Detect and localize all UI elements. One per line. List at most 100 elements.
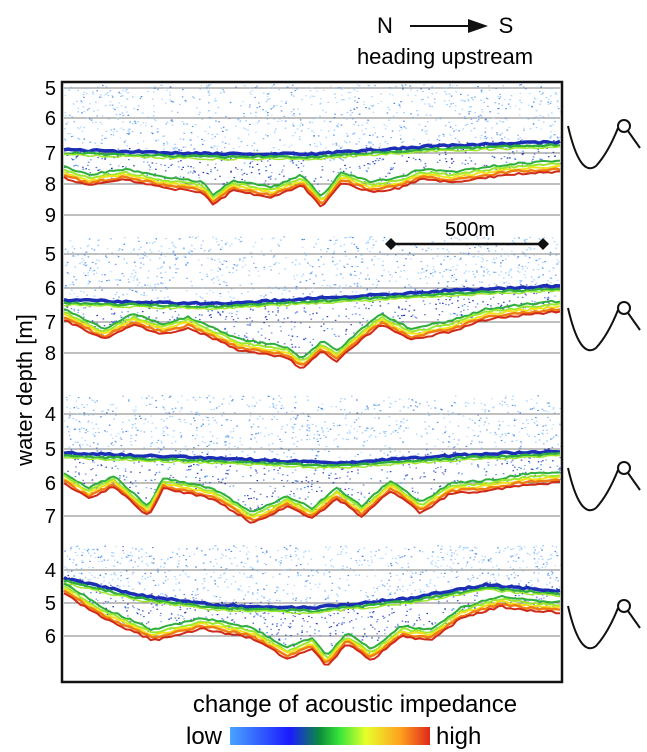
echo-speckle bbox=[145, 497, 147, 499]
echo-speckle bbox=[204, 442, 206, 444]
echo-speckle bbox=[558, 423, 561, 425]
echo-speckle bbox=[142, 263, 145, 265]
echo-speckle bbox=[303, 238, 306, 241]
echo-speckle bbox=[495, 474, 497, 476]
echo-speckle bbox=[526, 400, 528, 402]
echo-speckle bbox=[157, 297, 160, 299]
echo-speckle bbox=[88, 169, 90, 171]
echo-speckle bbox=[111, 313, 113, 315]
echo-speckle bbox=[299, 281, 302, 283]
echo-speckle bbox=[76, 441, 79, 443]
echo-speckle bbox=[398, 130, 401, 132]
echo-speckle bbox=[265, 170, 267, 172]
echo-speckle bbox=[239, 437, 242, 439]
echo-speckle bbox=[202, 240, 204, 242]
echo-speckle bbox=[131, 123, 134, 125]
echo-speckle bbox=[208, 444, 211, 446]
echo-speckle bbox=[78, 128, 81, 130]
echo-speckle bbox=[449, 86, 452, 88]
echo-speckle bbox=[122, 450, 125, 452]
echo-speckle bbox=[304, 311, 307, 313]
echo-speckle bbox=[86, 88, 89, 90]
echo-speckle bbox=[199, 161, 201, 164]
echo-speckle bbox=[297, 548, 299, 550]
echo-speckle bbox=[554, 550, 557, 552]
echo-speckle bbox=[464, 402, 467, 404]
echo-speckle bbox=[494, 102, 497, 104]
echo-speckle bbox=[290, 490, 292, 492]
echo-speckle bbox=[206, 453, 209, 455]
echo-speckle bbox=[546, 432, 549, 435]
echo-speckle bbox=[460, 570, 463, 572]
echo-speckle bbox=[555, 594, 557, 596]
echo-speckle bbox=[398, 104, 401, 106]
echo-speckle bbox=[164, 580, 167, 582]
echo-speckle bbox=[238, 239, 240, 241]
echo-speckle bbox=[207, 419, 210, 421]
direction-from-label: N bbox=[377, 13, 393, 38]
echo-speckle bbox=[529, 236, 532, 238]
echo-speckle bbox=[538, 90, 541, 93]
echo-speckle bbox=[92, 460, 94, 462]
echo-speckle bbox=[178, 149, 180, 151]
echo-speckle bbox=[519, 92, 522, 94]
echo-speckle bbox=[517, 256, 520, 258]
echo-speckle bbox=[402, 441, 404, 443]
echo-speckle bbox=[406, 474, 409, 476]
echo-speckle bbox=[547, 411, 550, 413]
echo-speckle bbox=[259, 415, 261, 417]
echo-speckle bbox=[290, 321, 293, 323]
echo-speckle bbox=[272, 287, 274, 290]
echo-speckle bbox=[83, 262, 86, 265]
echo-speckle bbox=[148, 316, 150, 318]
echo-speckle bbox=[487, 304, 489, 306]
echo-speckle bbox=[233, 599, 236, 601]
echo-speckle bbox=[111, 104, 114, 106]
echo-speckle bbox=[525, 88, 527, 90]
echo-speckle bbox=[268, 87, 270, 89]
echo-speckle bbox=[334, 97, 337, 99]
echo-speckle bbox=[309, 293, 311, 295]
echo-speckle bbox=[556, 263, 559, 265]
echo-speckle bbox=[370, 105, 373, 107]
echo-speckle bbox=[340, 409, 342, 411]
echo-speckle bbox=[256, 472, 258, 474]
echo-speckle bbox=[379, 157, 381, 159]
echo-speckle bbox=[75, 400, 78, 402]
echo-speckle bbox=[264, 457, 266, 459]
echo-speckle bbox=[268, 286, 271, 288]
direction-to-label: S bbox=[499, 13, 514, 38]
echo-speckle bbox=[354, 455, 357, 457]
echo-speckle bbox=[385, 295, 388, 297]
echo-speckle bbox=[146, 90, 149, 93]
echo-speckle bbox=[515, 419, 518, 421]
echo-speckle bbox=[214, 178, 217, 180]
echo-speckle bbox=[142, 140, 145, 142]
echo-speckle bbox=[169, 94, 171, 96]
echo-speckle bbox=[140, 397, 143, 399]
echo-speckle bbox=[444, 151, 447, 153]
echo-speckle bbox=[313, 473, 316, 475]
echo-speckle bbox=[520, 302, 523, 304]
echo-speckle bbox=[320, 143, 322, 145]
echo-speckle bbox=[255, 433, 257, 435]
echo-speckle bbox=[343, 140, 346, 142]
echo-speckle bbox=[299, 113, 301, 115]
echo-speckle bbox=[423, 303, 426, 305]
echo-speckle bbox=[280, 447, 283, 449]
echo-speckle bbox=[424, 125, 427, 127]
echo-speckle bbox=[263, 617, 265, 619]
echo-speckle bbox=[487, 572, 489, 574]
echo-speckle bbox=[112, 403, 114, 406]
echo-speckle bbox=[189, 468, 192, 470]
echo-speckle bbox=[355, 419, 358, 421]
echo-speckle bbox=[274, 130, 276, 132]
echo-speckle bbox=[301, 238, 304, 241]
echo-speckle bbox=[87, 549, 90, 551]
echo-speckle bbox=[227, 434, 230, 437]
echo-speckle bbox=[124, 106, 127, 108]
echo-speckle bbox=[386, 254, 389, 256]
echo-speckle bbox=[91, 468, 94, 470]
echo-speckle bbox=[432, 257, 434, 260]
echo-speckle bbox=[234, 445, 236, 447]
